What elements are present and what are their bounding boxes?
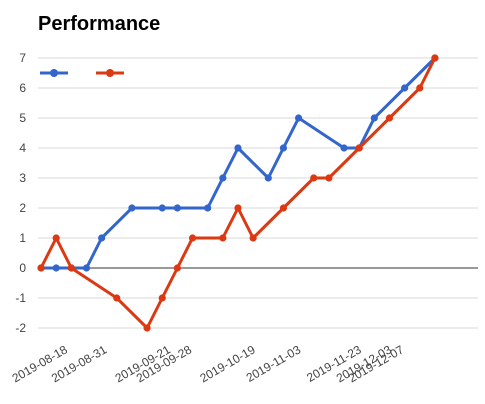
y-tick-label: 5	[19, 111, 26, 125]
series-2-point	[355, 144, 363, 152]
series-2-point	[113, 294, 121, 302]
y-tick-label: 7	[19, 51, 26, 65]
series-1-point	[204, 204, 212, 212]
series-1-point	[82, 264, 91, 272]
y-tick-label: 4	[19, 141, 26, 155]
y-axis-tick-labels: -2 -1 0 1 2 3 4 5 6 7	[15, 51, 26, 335]
series-1-point	[173, 204, 181, 212]
y-tick-label: 0	[19, 261, 26, 275]
series-1-point	[340, 144, 348, 152]
chart-title: Performance	[38, 13, 160, 35]
series-2-point	[188, 234, 197, 242]
data-series	[37, 54, 439, 332]
series-2-point	[431, 54, 439, 62]
series-2-point	[279, 204, 288, 212]
legend-entry-2	[96, 69, 124, 77]
legend	[40, 69, 124, 77]
series-1	[37, 54, 439, 272]
legend-swatch-marker	[50, 69, 58, 77]
series-2-point	[416, 84, 424, 92]
series-1-point	[219, 174, 227, 182]
series-2-point	[385, 114, 394, 122]
series-2	[37, 54, 439, 332]
series-2-point	[37, 264, 45, 272]
series-1-point	[279, 144, 288, 152]
series-1-point	[98, 234, 106, 242]
y-tick-label: 1	[19, 231, 26, 245]
series-1-point	[128, 204, 136, 212]
y-tick-label: -2	[15, 321, 26, 335]
y-tick-label: 6	[19, 81, 26, 95]
series-2-point	[234, 204, 242, 212]
series-1-point	[264, 174, 272, 182]
series-2-line	[39, 56, 437, 330]
series-2-point	[249, 234, 257, 242]
gridlines	[38, 57, 478, 329]
series-2-point	[310, 174, 318, 182]
series-1-point	[370, 114, 378, 122]
series-2-point	[158, 294, 166, 302]
y-tick-label: 2	[19, 201, 26, 215]
legend-entry-1	[40, 69, 68, 77]
y-tick-label: -1	[15, 291, 26, 305]
series-2-point	[219, 234, 227, 242]
series-1-point	[52, 264, 60, 272]
series-1-point	[401, 84, 409, 92]
series-2-point	[325, 174, 333, 182]
series-1-point	[234, 144, 242, 152]
legend-swatch-marker	[106, 69, 114, 77]
series-2-point	[67, 264, 75, 272]
y-tick-label: 3	[19, 171, 26, 185]
series-1-point	[294, 114, 303, 122]
series-2-point	[52, 234, 60, 242]
series-1-point	[158, 204, 166, 212]
series-2-point	[173, 264, 181, 272]
series-2-point	[143, 324, 151, 332]
